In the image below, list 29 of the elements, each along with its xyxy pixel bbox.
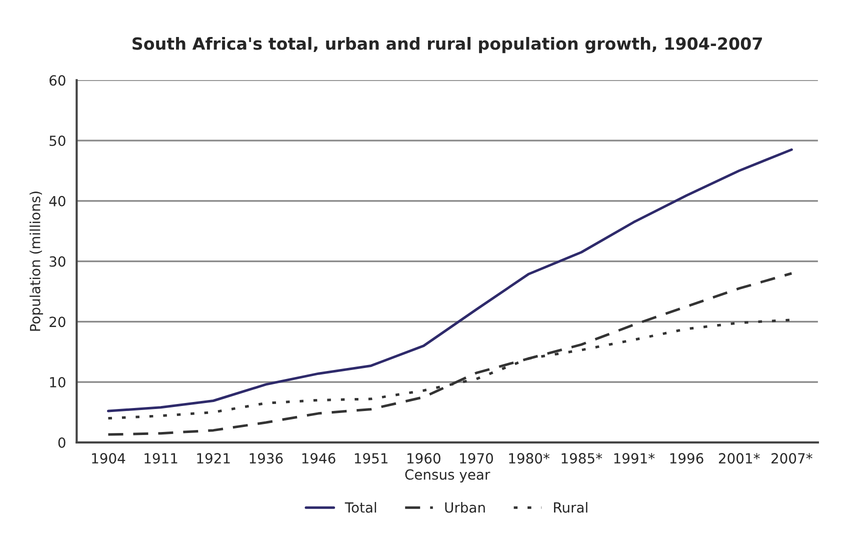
y-axis-title: Population (millions) bbox=[30, 192, 44, 331]
legend-label: Rural bbox=[554, 502, 588, 513]
legend-label: Urban bbox=[445, 502, 485, 513]
y-tick-label: 30 bbox=[50, 256, 66, 267]
x-tick-label: 1980* bbox=[509, 453, 550, 464]
y-tick-label: 50 bbox=[50, 136, 66, 146]
x-tick-label: 1951 bbox=[354, 453, 388, 464]
y-tick-label: 0 bbox=[58, 437, 66, 448]
x-tick-label: 1985* bbox=[562, 453, 602, 464]
line-series bbox=[106, 148, 793, 412]
x-tick-label: 1904 bbox=[92, 453, 126, 464]
x-axis-title: Census year bbox=[405, 469, 490, 482]
x-tick-label: 1911 bbox=[144, 453, 178, 464]
x-tick-label: 1946 bbox=[302, 453, 336, 464]
x-tick-label: 1960 bbox=[407, 453, 440, 464]
x-tick-label: 1996 bbox=[670, 453, 704, 464]
x-tick-label: 1970 bbox=[460, 453, 493, 464]
x-tick-label: 1936 bbox=[250, 453, 283, 464]
y-tick-label: 60 bbox=[50, 75, 66, 86]
legend-label: Total bbox=[344, 502, 376, 513]
x-tick-label: 1921 bbox=[197, 453, 230, 464]
line-series bbox=[106, 272, 793, 436]
chart-title: South Africa's total, urban and rural population growth, 1904-2007 bbox=[132, 36, 762, 54]
x-tick-label: 1991* bbox=[614, 453, 655, 464]
x-tick-label: 2001* bbox=[718, 453, 760, 464]
x-tick-label: 2007* bbox=[772, 453, 812, 464]
y-tick-label: 20 bbox=[50, 316, 66, 328]
y-tick-label: 10 bbox=[50, 377, 66, 388]
y-tick-label: 40 bbox=[49, 196, 66, 206]
